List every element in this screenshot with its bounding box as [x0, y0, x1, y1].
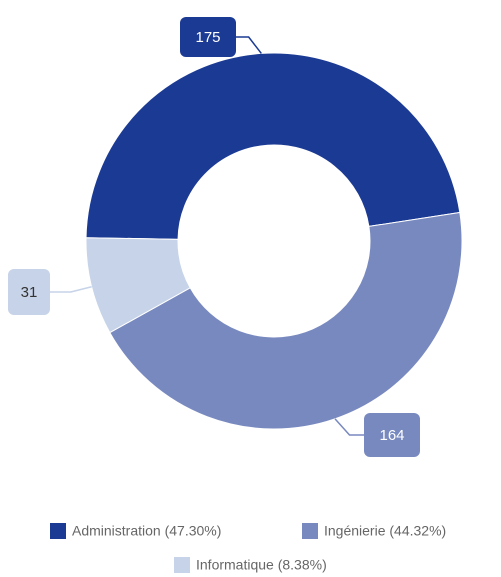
data-label: 164 — [379, 427, 404, 444]
legend-swatch — [302, 523, 318, 539]
callout-line — [334, 418, 364, 436]
legend-label: Ingénierie (44.32%) — [324, 523, 446, 539]
donut-slice — [85, 237, 191, 334]
legend-swatch — [50, 523, 66, 539]
callout-line — [50, 286, 92, 293]
legend-label: Administration (47.30%) — [72, 523, 221, 539]
callout-box — [8, 269, 50, 315]
callout-box — [180, 17, 236, 57]
data-label: 31 — [21, 284, 38, 301]
donut-slice — [85, 52, 461, 240]
donut-slice — [109, 211, 463, 430]
callout-line — [236, 36, 262, 54]
legend-swatch — [174, 557, 190, 573]
callout-box — [364, 413, 420, 457]
data-label: 175 — [195, 29, 220, 46]
legend-label: Informatique (8.38%) — [196, 557, 327, 573]
